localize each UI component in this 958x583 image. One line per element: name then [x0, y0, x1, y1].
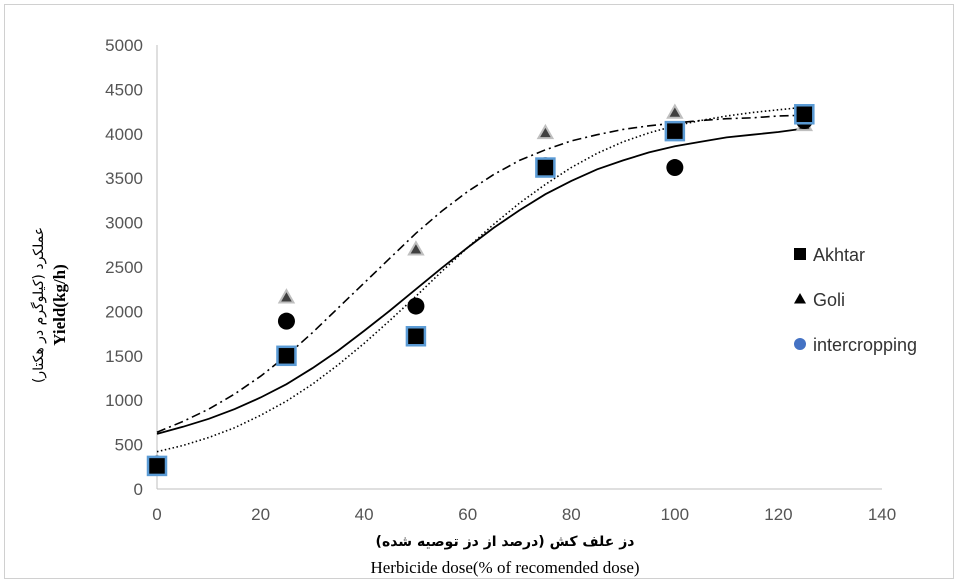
point-akhtar [405, 326, 427, 347]
point-intercropping [277, 312, 295, 330]
y-tick-label: 1500 [105, 347, 143, 366]
y-tick-label: 3500 [105, 169, 143, 188]
point-akhtar [794, 104, 815, 125]
point-goli [277, 288, 296, 304]
x-axis-label-persian: دز علف کش (درصد از دز توصیه شده) [376, 534, 635, 550]
chart-frame: 0 500 1000 1500 2000 2500 3000 3500 4000 4500 5000… [4, 4, 954, 579]
legend-label-akhtar: Akhtar [813, 245, 865, 265]
y-tick-label: 3000 [105, 214, 143, 233]
fit-curve-akhtar [156, 127, 805, 435]
point-akhtar [276, 345, 297, 367]
point-akhtar [664, 120, 686, 142]
x-tick-label: 100 [661, 505, 689, 524]
fit-curve-goli [156, 114, 805, 433]
x-tick-label: 60 [458, 505, 477, 524]
y-tick-label: 4500 [105, 80, 143, 99]
y-tick-label: 2500 [105, 258, 143, 277]
data-points [146, 103, 815, 477]
x-tick-label: 80 [562, 505, 581, 524]
point-goli [536, 123, 555, 140]
y-axis-label-persian: عملکرد (کیلوگرم در هکتار) [30, 227, 47, 383]
point-intercropping [666, 159, 684, 177]
y-tick-label: 5000 [105, 36, 143, 55]
x-tick-label: 20 [251, 505, 270, 524]
legend-marker-akhtar [794, 248, 806, 260]
x-tick-label: 0 [152, 505, 161, 524]
y-tick-label: 0 [134, 480, 143, 499]
y-tick-label: 4000 [105, 125, 143, 144]
point-akhtar [535, 157, 556, 178]
legend: Akhtar Goli intercropping [794, 245, 917, 355]
y-axis-label: Yield(kg/h) [50, 264, 69, 346]
fit-curves [156, 106, 805, 453]
x-axis-label: Herbicide dose(% of recomended dose) [370, 558, 639, 577]
x-tick-label: 40 [355, 505, 374, 524]
legend-marker-intercropping [794, 338, 806, 350]
yield-dose-chart: 0500100015002000250030003500400045005000… [30, 36, 917, 577]
point-akhtar [146, 455, 168, 477]
legend-marker-goli [794, 293, 806, 304]
axes [156, 45, 882, 490]
x-tick-label: 140 [868, 505, 896, 524]
point-intercropping [407, 297, 425, 315]
legend-label-intercropping: intercropping [813, 335, 917, 355]
tick-labels: 0500100015002000250030003500400045005000… [105, 36, 896, 524]
point-goli [407, 240, 425, 256]
y-tick-label: 1000 [105, 391, 143, 410]
y-tick-label: 2000 [105, 302, 143, 321]
point-goli [666, 103, 684, 119]
legend-label-goli: Goli [813, 290, 845, 310]
x-tick-label: 120 [764, 505, 792, 524]
y-tick-label: 500 [115, 436, 143, 455]
